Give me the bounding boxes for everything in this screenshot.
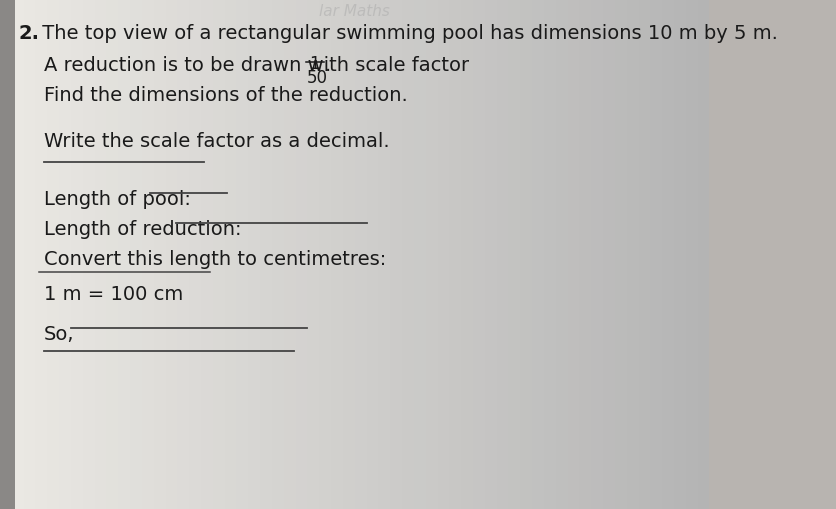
Polygon shape — [615, 0, 627, 509]
Polygon shape — [627, 0, 639, 509]
Text: .: . — [325, 56, 331, 75]
Polygon shape — [237, 0, 248, 509]
Text: Length of pool:: Length of pool: — [44, 190, 197, 209]
Polygon shape — [154, 0, 166, 509]
Polygon shape — [674, 0, 686, 509]
Polygon shape — [366, 0, 379, 509]
Polygon shape — [603, 0, 615, 509]
Polygon shape — [579, 0, 591, 509]
Text: 2.: 2. — [18, 24, 39, 43]
Polygon shape — [166, 0, 177, 509]
Polygon shape — [23, 0, 35, 509]
Text: 1: 1 — [309, 55, 319, 73]
Polygon shape — [213, 0, 225, 509]
Polygon shape — [343, 0, 354, 509]
Polygon shape — [650, 0, 662, 509]
Polygon shape — [473, 0, 485, 509]
Polygon shape — [426, 0, 437, 509]
Polygon shape — [260, 0, 272, 509]
Text: So,: So, — [44, 325, 74, 344]
Text: Length of reduction:: Length of reduction: — [44, 220, 248, 239]
Polygon shape — [414, 0, 426, 509]
Polygon shape — [639, 0, 650, 509]
Polygon shape — [272, 0, 283, 509]
Text: 50: 50 — [306, 69, 328, 87]
Polygon shape — [497, 0, 508, 509]
Polygon shape — [71, 0, 83, 509]
Polygon shape — [686, 0, 698, 509]
Polygon shape — [308, 0, 319, 509]
Text: 1 m = 100 cm: 1 m = 100 cm — [44, 285, 183, 304]
Polygon shape — [59, 0, 71, 509]
Polygon shape — [0, 0, 12, 509]
Text: lar Maths: lar Maths — [319, 4, 390, 19]
Polygon shape — [331, 0, 343, 509]
Polygon shape — [568, 0, 579, 509]
Polygon shape — [296, 0, 308, 509]
Polygon shape — [189, 0, 201, 509]
Polygon shape — [142, 0, 154, 509]
Polygon shape — [437, 0, 449, 509]
Polygon shape — [83, 0, 94, 509]
Polygon shape — [94, 0, 106, 509]
Text: A reduction is to be drawn with scale factor: A reduction is to be drawn with scale fa… — [44, 56, 476, 75]
Polygon shape — [177, 0, 189, 509]
Polygon shape — [402, 0, 414, 509]
Polygon shape — [532, 0, 544, 509]
Polygon shape — [248, 0, 260, 509]
Polygon shape — [354, 0, 366, 509]
Polygon shape — [225, 0, 237, 509]
Polygon shape — [556, 0, 568, 509]
Polygon shape — [662, 0, 674, 509]
Polygon shape — [390, 0, 402, 509]
Text: Convert this length to centimetres:: Convert this length to centimetres: — [44, 250, 386, 269]
Polygon shape — [449, 0, 461, 509]
Polygon shape — [130, 0, 142, 509]
Text: The top view of a rectangular swimming pool has dimensions 10 m by 5 m.: The top view of a rectangular swimming p… — [36, 24, 777, 43]
Polygon shape — [544, 0, 556, 509]
Polygon shape — [508, 0, 520, 509]
Polygon shape — [485, 0, 497, 509]
Polygon shape — [35, 0, 48, 509]
Polygon shape — [118, 0, 130, 509]
Polygon shape — [201, 0, 213, 509]
Polygon shape — [0, 0, 15, 509]
Polygon shape — [379, 0, 390, 509]
Text: Write the scale factor as a decimal.: Write the scale factor as a decimal. — [44, 132, 390, 151]
Polygon shape — [520, 0, 532, 509]
Polygon shape — [461, 0, 473, 509]
Polygon shape — [319, 0, 331, 509]
Polygon shape — [283, 0, 296, 509]
Polygon shape — [12, 0, 23, 509]
Polygon shape — [106, 0, 118, 509]
Polygon shape — [591, 0, 603, 509]
Polygon shape — [698, 0, 710, 509]
Text: Find the dimensions of the reduction.: Find the dimensions of the reduction. — [44, 86, 408, 105]
Polygon shape — [48, 0, 59, 509]
